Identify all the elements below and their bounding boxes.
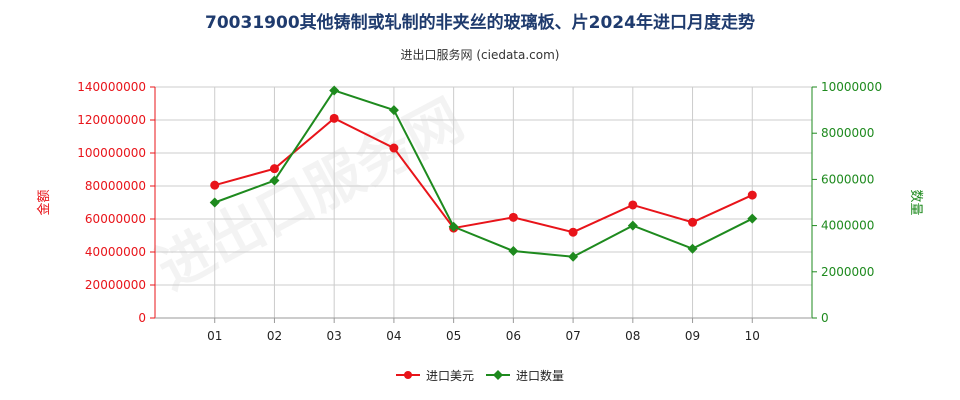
right-axis-tick-label: 4000000 — [821, 219, 874, 233]
data-point-quantity — [329, 85, 340, 96]
x-axis-tick-label: 02 — [267, 329, 282, 343]
left-axis-title: 金额 — [36, 189, 52, 215]
right-axis-tick-label: 6000000 — [821, 172, 874, 186]
right-axis-tick-label: 8000000 — [821, 126, 874, 140]
data-point-amount — [628, 200, 638, 210]
left-axis-tick-label: 20000000 — [85, 278, 146, 292]
x-axis-tick-label: 01 — [207, 329, 222, 343]
data-point-amount — [747, 190, 757, 200]
left-axis-tick-label: 0 — [138, 311, 146, 325]
legend-marker — [493, 370, 503, 380]
chart-title: 70031900其他铸制或轧制的非夹丝的玻璃板、片2024年进口月度走势 — [205, 13, 755, 33]
left-axis-tick-label: 60000000 — [85, 212, 146, 226]
data-point-quantity — [687, 243, 698, 254]
data-point-quantity — [568, 251, 579, 262]
left-axis-tick-label: 140000000 — [77, 80, 146, 94]
x-axis-tick-label: 06 — [506, 329, 521, 343]
x-axis-tick-label: 03 — [327, 329, 342, 343]
x-axis-tick-label: 04 — [386, 329, 401, 343]
legend-label: 进口美元 — [426, 369, 474, 383]
right-axis-title: 数量 — [908, 189, 923, 215]
chart-subtitle: 进出口服务网 (ciedata.com) — [400, 48, 560, 62]
data-point-quantity — [388, 105, 399, 116]
data-point-quantity — [627, 220, 638, 231]
data-point-amount — [688, 217, 698, 227]
x-axis-tick-label: 10 — [745, 329, 760, 343]
data-point-amount — [389, 143, 399, 153]
data-point-amount — [329, 113, 339, 123]
left-axis-tick-label: 100000000 — [77, 146, 146, 160]
left-axis-tick-label: 40000000 — [85, 245, 146, 259]
data-point-amount — [210, 180, 220, 190]
legend-marker — [404, 371, 412, 379]
right-axis-tick-label: 2000000 — [821, 265, 874, 279]
series-line-amount — [214, 117, 753, 234]
x-axis-tick-label: 09 — [685, 329, 700, 343]
data-point-quantity — [269, 175, 280, 186]
data-point-quantity — [747, 213, 758, 224]
x-axis-tick-label: 08 — [625, 329, 640, 343]
x-axis-tick-label: 05 — [446, 329, 461, 343]
legend-label: 进口数量 — [516, 368, 564, 383]
data-point-amount — [508, 212, 518, 222]
data-point-amount — [568, 227, 578, 237]
left-axis-tick-label: 80000000 — [85, 179, 146, 193]
left-axis-tick-label: 120000000 — [77, 113, 146, 127]
right-axis-tick-label: 0 — [821, 311, 829, 325]
data-point-quantity — [508, 246, 519, 257]
x-axis-tick-label: 07 — [565, 329, 580, 343]
data-point-amount — [269, 164, 279, 174]
data-point-quantity — [448, 221, 459, 232]
data-point-quantity — [209, 197, 220, 208]
series-line-quantity — [214, 89, 753, 258]
right-axis-tick-label: 10000000 — [821, 80, 882, 94]
